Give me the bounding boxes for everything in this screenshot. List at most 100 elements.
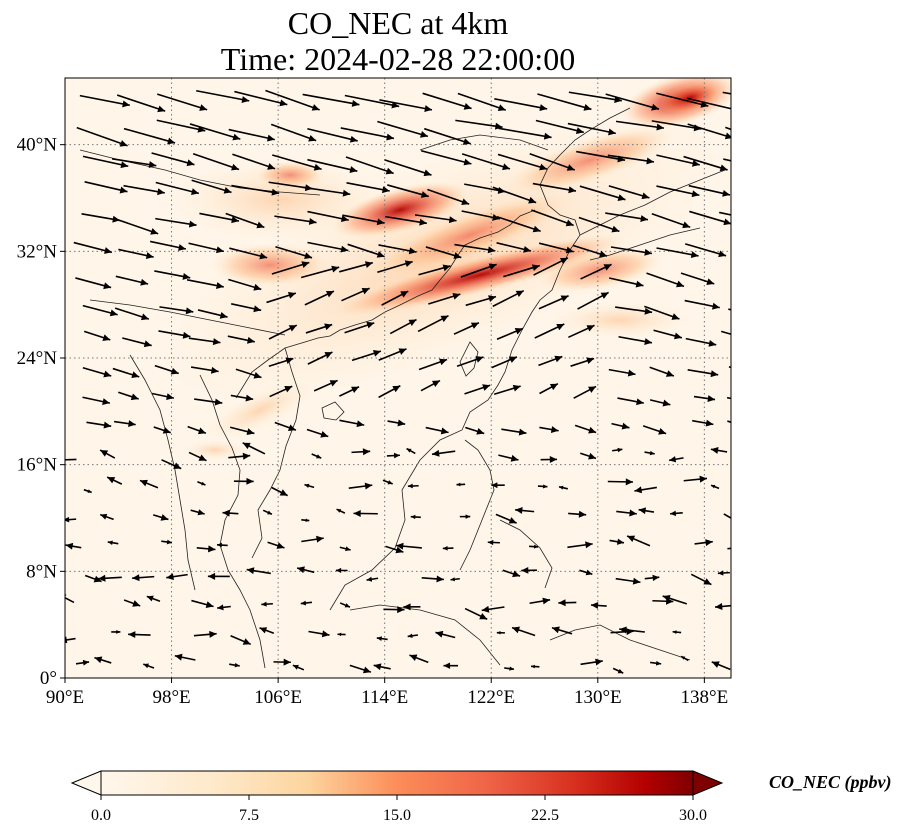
wind-arrow-shaft [605, 93, 660, 110]
lon-tick-label: 114°E [361, 687, 408, 708]
wind-arrow-head [442, 264, 451, 272]
wind-arrow-head [349, 166, 358, 173]
colorbar-tick-labels: 0.0 7.5 15.0 22.5 30.0 [91, 795, 707, 824]
wind-arrow-head [408, 319, 417, 327]
wind-arrow-head [197, 509, 205, 516]
wind-arrow-shaft [270, 123, 317, 142]
wind-arrow-head [616, 538, 624, 545]
wind-arrow-head [139, 479, 148, 487]
wind-arrow-shaft [492, 186, 537, 204]
wind-arrow-head [404, 260, 413, 268]
wind-arrow-head [407, 633, 413, 639]
wind-arrow-head [242, 638, 251, 645]
wind-arrow-head [362, 666, 371, 674]
wind-arrow-head [182, 273, 191, 280]
wind-arrow-head [232, 133, 241, 141]
wind-arrow-head [279, 99, 288, 107]
wind-arrow-head [223, 186, 232, 194]
wind-arrow-head [259, 627, 268, 634]
wind-arrow-head [512, 626, 520, 634]
wind-arrow-shaft [232, 153, 276, 170]
wind-arrow-head [662, 594, 671, 602]
colorbar-title: CO_NEC (ppbv) [769, 772, 892, 793]
wind-arrow-head [207, 545, 216, 553]
wind-arrow-head [119, 186, 128, 194]
wind-arrow-head [128, 631, 136, 639]
wind-arrow-head [461, 198, 470, 206]
wind-arrow-head [345, 546, 351, 552]
wind-arrow-head [682, 221, 691, 229]
wind-arrow-head [515, 507, 523, 514]
wind-arrow-head [320, 430, 329, 438]
wind-arrow-shaft [116, 94, 166, 112]
lon-tick-label: 138°E [681, 687, 729, 708]
wind-arrow-head [408, 247, 417, 255]
wind-arrow-head [259, 252, 268, 260]
wind-arrow-head [376, 251, 385, 258]
wind-arrow-shaft [84, 181, 128, 193]
wind-arrow-head [214, 398, 223, 406]
wind-arrow-head [690, 251, 699, 259]
wind-arrow-head [744, 544, 751, 551]
wind-arrow-head [662, 399, 671, 407]
wind-arrow-head [324, 323, 333, 331]
wind-arrow-head [440, 427, 449, 435]
wind-arrow-shaft [423, 127, 472, 145]
wind-arrow-head [234, 662, 240, 668]
wind-arrow-head [386, 133, 394, 141]
wind-arrow-head [488, 295, 496, 302]
wind-arrow-head [94, 656, 103, 664]
wind-arrow-head [533, 544, 539, 549]
wind-arrow-head [372, 350, 381, 357]
wind-arrow-head [146, 595, 154, 602]
wind-arrow-head [558, 599, 566, 607]
wind-arrow-head [205, 601, 214, 609]
wind-arrow-head [590, 602, 599, 609]
wind-arrow-shaft [567, 122, 616, 135]
wind-arrow-head [491, 482, 498, 489]
wind-arrow-shaft [568, 91, 622, 102]
wind-arrow-head [246, 477, 254, 485]
wind-arrow-shaft [532, 182, 577, 192]
wind-arrow-head [595, 658, 603, 666]
wind-arrow-head [276, 542, 285, 549]
wind-arrow-head [284, 386, 293, 393]
wind-arrow-head [512, 570, 521, 578]
wind-arrow-head [217, 542, 222, 548]
wind-arrow-head [364, 482, 373, 490]
wind-vectors [65, 89, 775, 674]
wind-arrow-head [588, 386, 597, 393]
wind-arrow-head [767, 194, 775, 201]
wind-arrow-head [641, 192, 650, 200]
wind-arrow-head [658, 428, 667, 435]
wind-arrow-shaft [231, 184, 280, 195]
wind-arrow-head [387, 480, 393, 485]
wind-arrow-head [671, 313, 680, 320]
wind-arrow-head [510, 454, 519, 462]
wind-arrow-head [87, 489, 92, 493]
wind-arrow-head [488, 263, 497, 271]
wind-arrow-shaft [531, 209, 574, 227]
wind-arrow-head [750, 216, 758, 223]
wind-arrow-head [439, 358, 447, 366]
wind-arrow-head [82, 659, 90, 666]
wind-arrow-head [308, 218, 317, 225]
wind-arrow-head [209, 630, 217, 638]
wind-arrow-head [103, 370, 112, 378]
wind-arrow-head [741, 334, 749, 341]
wind-arrow-head [560, 295, 569, 302]
wind-arrow-head [419, 218, 427, 226]
colorbar-extend-min [70, 770, 102, 796]
wind-arrow-shaft [265, 89, 320, 111]
wind-arrow-head [385, 167, 394, 175]
colorbar-tick-label: 22.5 [531, 807, 559, 824]
wind-arrow-shaft [116, 218, 159, 235]
wind-arrow-head [397, 606, 405, 614]
wind-arrow-head [724, 132, 731, 140]
wind-arrow-shaft [151, 152, 195, 166]
lat-tick-label: 0° [40, 668, 57, 689]
wind-arrow-head [207, 572, 216, 580]
wind-arrow-head [508, 517, 517, 524]
wind-arrow-head [456, 482, 461, 487]
